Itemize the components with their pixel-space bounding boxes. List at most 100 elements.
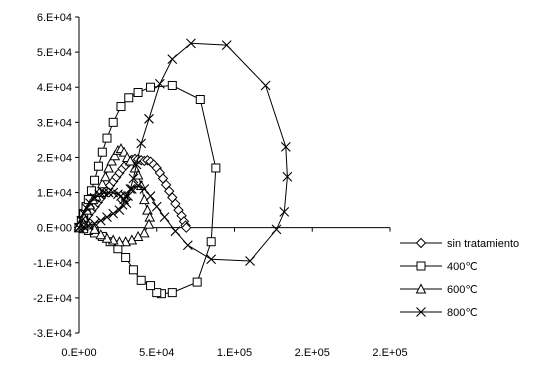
data-point	[121, 253, 131, 263]
series-x	[74, 38, 293, 266]
data-point	[206, 254, 217, 265]
data-point	[89, 218, 100, 229]
data-point	[100, 171, 111, 182]
data-point	[271, 224, 282, 235]
data-point	[81, 203, 92, 214]
y-tick-label: 0.E+00	[37, 223, 72, 235]
data-point	[132, 169, 144, 180]
data-point	[123, 191, 133, 201]
data-point	[186, 38, 196, 49]
x-tick-label: 1.E+05	[217, 347, 252, 359]
data-point	[76, 215, 87, 226]
data-point	[142, 204, 153, 215]
data-point	[138, 227, 150, 238]
data-point	[245, 256, 255, 266]
y-tick-label: 2.E+04	[37, 152, 72, 164]
data-point	[108, 208, 119, 219]
series-layer	[73, 38, 293, 299]
y-tick-label: -2.E+04	[33, 293, 72, 305]
data-point	[211, 163, 221, 173]
data-point	[117, 199, 128, 210]
data-point	[103, 162, 114, 173]
data-point	[124, 93, 134, 103]
data-point	[108, 117, 118, 127]
data-point	[78, 208, 89, 219]
data-point	[136, 275, 146, 285]
data-point	[280, 142, 291, 152]
x-tick-label: 5.E+04	[139, 347, 174, 359]
data-point	[206, 237, 216, 247]
data-point	[93, 161, 103, 171]
y-tick-label: 1.E+04	[37, 188, 72, 200]
data-point	[103, 187, 114, 198]
data-point	[120, 191, 131, 201]
data-point	[90, 175, 100, 185]
legend-label: 600℃	[447, 284, 478, 296]
data-point	[112, 189, 123, 200]
data-point	[145, 191, 156, 201]
data-point	[133, 180, 143, 191]
legend-marker	[415, 283, 427, 294]
data-point	[279, 206, 290, 217]
data-point	[95, 229, 107, 240]
data-point	[143, 218, 155, 229]
data-point	[89, 192, 100, 203]
data-point	[128, 173, 139, 184]
data-point	[106, 155, 117, 166]
legend-label: sin tratamiento	[447, 238, 519, 250]
data-point	[126, 234, 138, 245]
legend-marker	[416, 307, 426, 317]
data-point	[120, 236, 131, 247]
data-point	[152, 288, 162, 298]
data-point	[114, 205, 125, 216]
data-point	[192, 277, 202, 287]
data-point	[195, 95, 205, 105]
data-point	[144, 113, 154, 124]
data-point	[126, 184, 137, 194]
x-tick-label: 0.E+00	[61, 347, 96, 359]
data-point	[167, 54, 178, 65]
data-point	[139, 184, 150, 194]
data-point	[167, 80, 177, 90]
legend-marker	[416, 261, 426, 271]
y-tick-label: 3.E+04	[37, 117, 72, 129]
data-point	[221, 40, 232, 50]
data-point	[97, 147, 107, 157]
data-point	[125, 184, 136, 194]
data-point	[116, 102, 126, 112]
series-square	[74, 80, 221, 299]
data-point	[133, 87, 143, 97]
data-point	[98, 187, 109, 198]
y-tick-label: 5.E+04	[37, 47, 72, 59]
legend-label: 800℃	[447, 307, 478, 319]
data-point	[170, 226, 181, 237]
data-point	[86, 186, 96, 196]
x-tick-label: 2.E+05	[372, 347, 407, 359]
data-point	[159, 212, 170, 223]
data-point	[74, 222, 84, 233]
data-point	[96, 178, 108, 189]
axes: -3.E+04 -2.E+04 -1.E+04 0.E+00 1.E+04 2.E+04 3…	[33, 12, 407, 359]
x-tick-label: 2.E+05	[295, 347, 330, 359]
data-point	[146, 281, 156, 291]
data-point	[167, 288, 177, 298]
data-point	[282, 171, 293, 182]
data-point	[181, 222, 192, 233]
data-point	[182, 240, 193, 251]
legend-marker	[415, 237, 427, 249]
y-tick-label: 6.E+04	[37, 12, 72, 24]
data-point	[102, 212, 112, 223]
data-point	[136, 138, 147, 149]
y-tick-label: -3.E+04	[33, 328, 72, 340]
data-point	[128, 265, 138, 275]
legend-label: 400℃	[447, 261, 478, 273]
data-point	[151, 201, 162, 212]
data-point	[95, 215, 106, 226]
data-point	[131, 159, 142, 170]
y-tick-label: -1.E+04	[33, 258, 72, 270]
y-tick-label: 4.E+04	[37, 82, 72, 94]
data-point	[146, 82, 156, 92]
legend: sin tratamiento 400℃ 600℃ 800℃	[400, 237, 519, 319]
data-point	[154, 78, 165, 89]
